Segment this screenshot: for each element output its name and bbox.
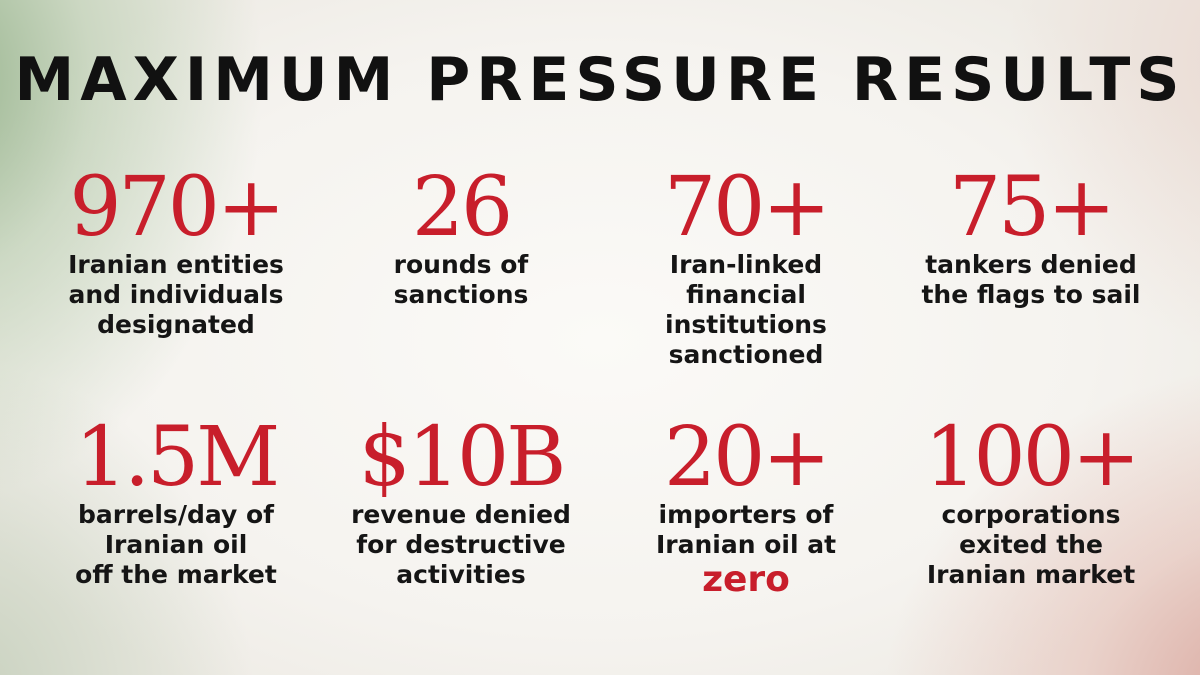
stat-description-line: Iranian market xyxy=(926,560,1136,589)
stat-description: corporations exited the Iranian market xyxy=(890,500,1172,590)
stat-description-line: activities xyxy=(396,560,526,589)
stat-description: rounds of sanctions xyxy=(320,250,602,310)
stat-value: 970+ xyxy=(69,160,285,255)
stat-card: 75+ tankers denied the flags to sail xyxy=(890,160,1172,310)
stat-description-line: off the market xyxy=(75,560,277,589)
stat-value: 70+ xyxy=(663,160,831,255)
stat-card: 1.5M barrels/day of Iranian oil off the … xyxy=(35,410,317,590)
stat-description-line: revenue denied xyxy=(351,500,571,529)
stat-description-line: sanctioned xyxy=(668,340,824,369)
stat-description: revenue denied for destructive activitie… xyxy=(320,500,602,590)
stat-value: 1.5M xyxy=(74,410,280,505)
stat-description-line: corporations xyxy=(941,500,1121,529)
stat-card: 26 rounds of sanctions xyxy=(320,160,602,310)
stat-description-line: Iranian oil xyxy=(104,530,248,559)
stat-description-line: sanctions xyxy=(393,280,529,309)
stat-value: 100+ xyxy=(924,410,1140,505)
stat-description-line: for destructive xyxy=(356,530,566,559)
stat-description-line: designated xyxy=(97,310,255,339)
stats-grid: 970+ Iranian entities and individuals de… xyxy=(35,160,1165,630)
stat-description: tankers denied the flags to sail xyxy=(890,250,1172,310)
stat-card: 970+ Iranian entities and individuals de… xyxy=(35,160,317,340)
page-title: MAXIMUM PRESSURE RESULTS xyxy=(14,45,1186,115)
stat-description-line: Iranian oil at xyxy=(655,530,837,559)
stat-card: $10B revenue denied for destructive acti… xyxy=(320,410,602,590)
stat-description-line: Iran-linked xyxy=(669,250,823,279)
stat-description: importers of Iranian oil at zero xyxy=(605,500,887,600)
stat-description-line: exited the xyxy=(959,530,1103,559)
stat-description: Iran-linked financial institutions sanct… xyxy=(605,250,887,370)
stat-value: $10B xyxy=(358,410,567,505)
stat-description: Iranian entities and individuals designa… xyxy=(35,250,317,340)
stat-description-line: barrels/day of xyxy=(77,500,274,529)
stat-value: 26 xyxy=(411,160,513,255)
stat-card: 20+ importers of Iranian oil at zero xyxy=(605,410,887,600)
stat-description-line: financial xyxy=(686,280,806,309)
stat-description-line: the flags to sail xyxy=(921,280,1141,309)
stat-value: 75+ xyxy=(948,160,1116,255)
stat-description-line: and individuals xyxy=(68,280,284,309)
stat-description-line: institutions xyxy=(665,310,827,339)
stat-description-line: importers of xyxy=(658,500,834,529)
stat-emphasis-word: zero xyxy=(702,559,790,600)
stat-card: 70+ Iran-linked financial institutions s… xyxy=(605,160,887,370)
stat-description-line: rounds of xyxy=(393,250,529,279)
stat-description-line: Iranian entities xyxy=(68,250,284,279)
stat-description-line: tankers denied xyxy=(925,250,1137,279)
stat-card: 100+ corporations exited the Iranian mar… xyxy=(890,410,1172,590)
stat-description: barrels/day of Iranian oil off the marke… xyxy=(35,500,317,590)
stat-value: 20+ xyxy=(663,410,831,505)
